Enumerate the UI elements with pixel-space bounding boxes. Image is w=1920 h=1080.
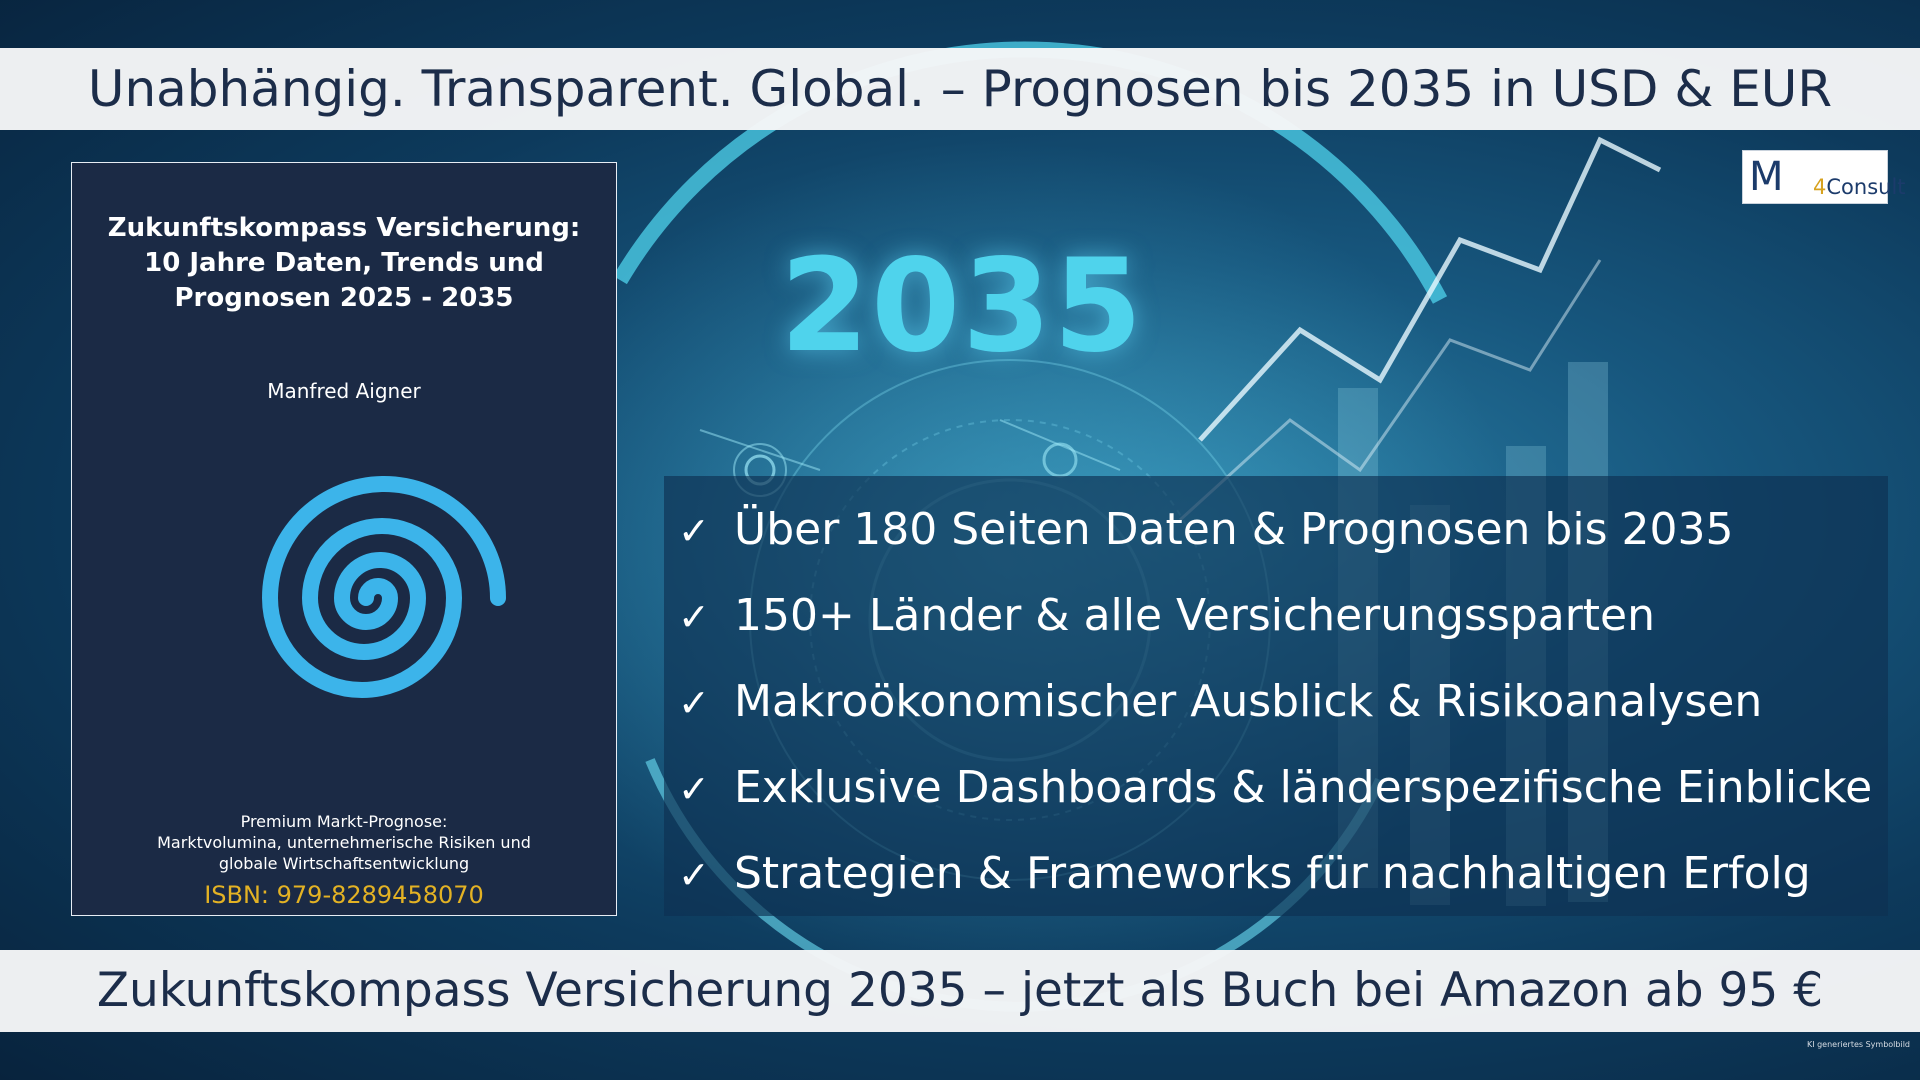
logo-mark: M [1749, 154, 1783, 200]
logo-text: 4Consult [1813, 175, 1906, 199]
feature-text: Über 180 Seiten Daten & Prognosen bis 20… [734, 504, 1734, 555]
check-icon: ✓ [678, 767, 710, 811]
hero-year: 2035 [780, 232, 1145, 381]
feature-item: ✓ Über 180 Seiten Daten & Prognosen bis 2… [678, 500, 1733, 560]
feature-text: Strategien & Frameworks für nachhaltigen… [734, 848, 1811, 899]
bottom-headline: Zukunftskompass Versicherung 2035 – jetz… [96, 963, 1824, 1018]
m4consult-logo: M 4Consult [1742, 150, 1906, 204]
book-subtitle-line: Marktvolumina, unternehmerische Risiken … [157, 833, 531, 852]
logo-number: 4 [1813, 175, 1827, 199]
top-headline: Unabhängig. Transparent. Global. – Progn… [87, 60, 1833, 118]
check-icon: ✓ [678, 595, 710, 639]
check-icon: ✓ [678, 681, 710, 725]
book-subtitle: Premium Markt-Prognose: Marktvolumina, u… [82, 811, 606, 874]
book-title-line: 10 Jahre Daten, Trends und [144, 248, 544, 278]
logo-word: Consult [1826, 175, 1906, 199]
check-icon: ✓ [678, 509, 710, 553]
book-cover: Zukunftskompass Versicherung: 10 Jahre D… [71, 162, 617, 916]
book-subtitle-line: globale Wirtschaftsentwicklung [218, 854, 470, 873]
bottom-banner: Zukunftskompass Versicherung 2035 – jetz… [0, 950, 1920, 1032]
feature-text: Exklusive Dashboards & länderspezifische… [734, 762, 1873, 813]
feature-item: ✓ 150+ Länder & alle Versicherungssparten [678, 586, 1655, 646]
feature-item: ✓ Exklusive Dashboards & länderspezifisch… [678, 758, 1872, 818]
spiral-icon [261, 476, 506, 698]
feature-panel: ✓ Über 180 Seiten Daten & Prognosen bis 2… [664, 476, 1888, 916]
book-isbn: ISBN: 979-8289458070 [204, 881, 484, 909]
feature-text: Makroökonomischer Ausblick & Risikoanaly… [734, 676, 1763, 727]
book-title: Zukunftskompass Versicherung: 10 Jahre D… [92, 211, 596, 316]
book-title-line: Prognosen 2025 - 2035 [174, 283, 514, 313]
book-title-line: Zukunftskompass Versicherung: [107, 213, 581, 243]
top-banner: Unabhängig. Transparent. Global. – Progn… [0, 48, 1920, 130]
feature-text: 150+ Länder & alle Versicherungssparten [734, 590, 1656, 641]
ai-generated-note: KI generiertes Symbolbild [1806, 1040, 1910, 1049]
check-icon: ✓ [678, 853, 710, 897]
book-author: Manfred Aigner [267, 379, 421, 403]
feature-item: ✓ Makroökonomischer Ausblick & Risikoanal… [678, 672, 1762, 732]
book-subtitle-line: Premium Markt-Prognose: [240, 812, 448, 831]
feature-item: ✓ Strategien & Frameworks für nachhaltige… [678, 844, 1811, 904]
